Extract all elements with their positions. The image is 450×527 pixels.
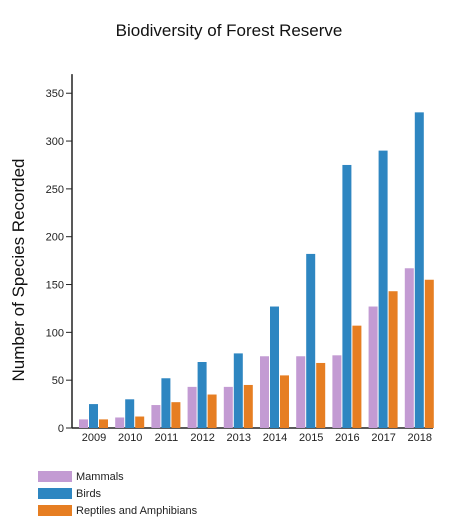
bar-reptiles-and-amphibians-2014: [280, 375, 289, 428]
bar-birds-2015: [306, 253, 316, 428]
legend-swatch-reptiles: [38, 505, 72, 516]
bar-mammals-2018: [404, 268, 414, 428]
y-tick-label: 300: [46, 136, 64, 148]
bar-birds-2013: [233, 353, 243, 428]
y-axis-label: Number of Species Recorded: [9, 158, 28, 381]
y-tick-label: 250: [46, 184, 64, 196]
x-tick-label: 2009: [82, 432, 106, 444]
x-tick-label: 2015: [299, 432, 323, 444]
bar-mammals-2011: [151, 405, 161, 428]
bar-mammals-2010: [115, 417, 125, 428]
bar-reptiles-and-amphibians-2009: [99, 419, 108, 428]
bar-reptiles-and-amphibians-2012: [207, 394, 217, 428]
bar-birds-2017: [378, 150, 388, 429]
x-tick-label: 2014: [263, 432, 287, 444]
bar-mammals-2013: [223, 386, 233, 428]
legend-swatch-mammals: [38, 471, 72, 482]
x-tick-label: 2011: [155, 432, 179, 444]
x-tick-label: 2016: [335, 432, 359, 444]
x-tick-label: 2013: [227, 432, 251, 444]
bar-birds-2018: [414, 112, 424, 428]
bar-reptiles-and-amphibians-2016: [352, 325, 362, 428]
y-tick-label: 350: [46, 88, 64, 100]
bar-birds-2011: [161, 378, 171, 428]
y-tick-label: 50: [52, 375, 64, 387]
bar-birds-2012: [197, 362, 207, 428]
y-tick-label: 150: [46, 280, 64, 292]
bar-mammals-2012: [187, 386, 197, 428]
legend-swatch-birds: [38, 488, 72, 499]
bar-reptiles-and-amphibians-2011: [171, 402, 181, 428]
axes: 0 50 100 150 200 250 300 350 2009 2010 2011 2012 201…: [46, 74, 433, 444]
bar-reptiles-and-amphibians-2015: [316, 362, 326, 428]
bar-birds-2014: [270, 306, 279, 428]
bars: [79, 112, 434, 429]
bar-mammals-2016: [332, 355, 342, 428]
bar-birds-2010: [125, 399, 135, 428]
legend-item-birds: Birds: [38, 485, 197, 502]
y-tick-label: 100: [46, 327, 64, 339]
x-tick-label: 2018: [408, 432, 432, 444]
y-tick-label: 0: [58, 423, 64, 435]
legend-label-reptiles: Reptiles and Amphibians: [76, 504, 198, 517]
legend-item-mammals: Mammals: [38, 468, 197, 485]
bar-mammals-2017: [368, 306, 378, 428]
legend-item-reptiles: Reptiles and Amphibians: [38, 502, 197, 519]
legend-label-mammals: Mammals: [76, 470, 124, 483]
bar-reptiles-and-amphibians-2010: [135, 416, 145, 428]
legend-label-birds: Birds: [76, 487, 102, 500]
bar-birds-2016: [342, 164, 352, 428]
bar-mammals-2009: [79, 419, 88, 428]
bar-birds-2009: [89, 404, 98, 428]
bar-reptiles-and-amphibians-2017: [388, 291, 398, 428]
legend: Mammals Birds Reptiles and Amphibians: [38, 468, 197, 519]
bar-reptiles-and-amphibians-2018: [424, 279, 434, 428]
y-tick-label: 200: [46, 232, 64, 244]
bar-mammals-2014: [260, 356, 269, 428]
bar-reptiles-and-amphibians-2013: [243, 384, 253, 428]
chart-title: Biodiversity of Forest Reserve: [116, 21, 343, 40]
x-tick-label: 2017: [371, 432, 395, 444]
x-tick-label: 2012: [190, 432, 214, 444]
x-tick-label: 2010: [118, 432, 142, 444]
bar-mammals-2015: [296, 356, 306, 428]
